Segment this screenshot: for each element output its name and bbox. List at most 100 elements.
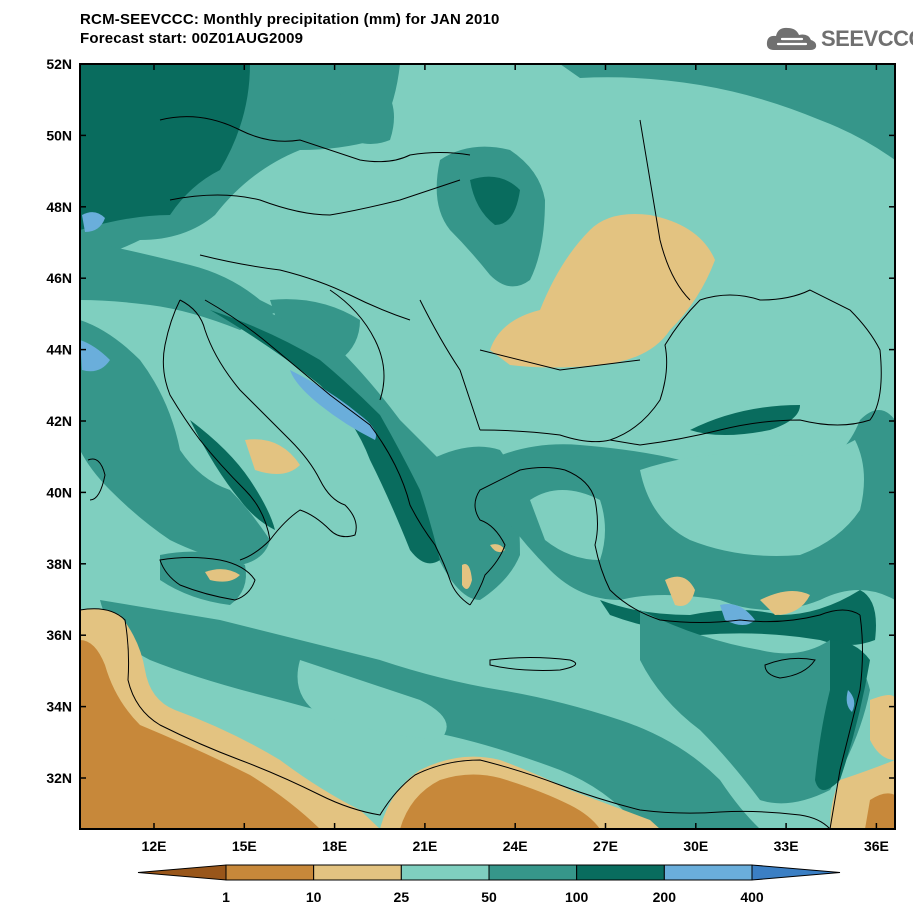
zone-10-25-levant-east: [870, 695, 895, 760]
africa-coast: [80, 608, 831, 829]
zone-25-50-aegean-inner: [530, 490, 605, 560]
colorbar-label: 400: [740, 889, 764, 905]
zone-10-25-anatolia-a: [665, 576, 695, 606]
lat-label: 38N: [46, 556, 72, 572]
colorbar-segment: [137, 864, 227, 881]
zone-50-100-adriatic: [175, 288, 520, 600]
colorbar-label: 100: [565, 889, 589, 905]
zone-10-25-peloponnese: [462, 564, 472, 589]
colorbar-segment: [313, 864, 402, 881]
border-bosnia: [329, 289, 385, 401]
lat-label: 44N: [46, 342, 72, 358]
border-danube: [479, 349, 641, 371]
lon-label: 24E: [503, 838, 528, 854]
longitude-axis: 12E 15E 18E 21E 24E 27E 30E 33E 36E: [142, 64, 889, 854]
lat-label: 42N: [46, 413, 72, 429]
logo-text: SEEVCCC: [821, 26, 913, 51]
zone-10-25-anatolia-b: [760, 591, 810, 615]
zone-1-10-tunisia: [80, 640, 320, 829]
lat-label: 34N: [46, 699, 72, 715]
zone-50-100-ukraine-north: [560, 64, 895, 160]
lon-label: 21E: [412, 838, 437, 854]
colorbar-segment: [400, 864, 490, 881]
zone-50-100-levant-sea: [640, 610, 870, 804]
lon-label: 33E: [774, 838, 799, 854]
zone-10-25-romania: [490, 214, 715, 368]
sardinia-coast: [87, 458, 106, 501]
forecast-start: Forecast start: 00Z01AUG2009: [80, 30, 304, 47]
turkey-coast: [564, 469, 861, 623]
lat-label: 52N: [46, 56, 72, 72]
greece-coast: [469, 467, 566, 606]
sicily-coast: [159, 557, 256, 601]
colorbar-segment: [751, 864, 841, 881]
border-central: [169, 179, 461, 216]
border-moldova: [639, 119, 691, 301]
italy-coast: [179, 299, 357, 561]
colorbar-segment: [225, 864, 315, 881]
border-bulgaria-greece: [479, 429, 611, 443]
precip-field: [80, 64, 895, 829]
zone-100-200-levant-coast: [815, 640, 870, 790]
zone-200-400-corsica: [80, 340, 110, 372]
balkan-coast: [204, 299, 471, 606]
zone-25-50-anatolia: [640, 440, 864, 556]
zone-50-100-bosnia: [270, 299, 360, 360]
lon-label: 30E: [683, 838, 708, 854]
lat-label: 32N: [46, 770, 72, 786]
zone-10-25-italy-south: [245, 439, 300, 474]
zone-10-25-attica: [490, 544, 505, 553]
lat-label: 46N: [46, 270, 72, 286]
zone-100-200-adriatic-coast: [210, 310, 440, 564]
zone-50-100-north-greece: [430, 446, 509, 492]
crete-coast: [489, 657, 577, 671]
zone-200-400-levant: [846, 690, 855, 712]
lat-label: 50N: [46, 127, 72, 143]
lon-label: 36E: [864, 838, 889, 854]
border-north: [159, 116, 471, 163]
title-block: RCM-SEEVCCC: Monthly precipitation (mm) …: [80, 10, 500, 48]
lon-label: 27E: [593, 838, 618, 854]
cloud-icon: [766, 27, 817, 50]
zone-100-200-carpathians: [470, 176, 520, 225]
seevccc-logo: SEEVCCC: [766, 22, 913, 56]
colorbar-label: 1: [222, 889, 230, 905]
colorbar-segment: [488, 864, 578, 881]
border-austria-hungary: [199, 254, 411, 321]
zone-200-400-taurus: [720, 604, 755, 625]
lon-label: 12E: [142, 838, 167, 854]
lon-label: 18E: [322, 838, 347, 854]
colorbar: 1 10 25 50 100 200 400: [137, 864, 841, 905]
colorbar-label: 10: [306, 889, 322, 905]
colorbar-segment: [663, 864, 753, 881]
colorbar-segment: [576, 864, 665, 881]
black-sea-coast: [609, 289, 882, 446]
zone-1-10-sinai: [865, 793, 895, 829]
zone-25-50-central-med-inner: [297, 660, 447, 740]
lon-label: 15E: [232, 838, 257, 854]
map-title: RCM-SEEVCCC: Monthly precipitation (mm) …: [80, 11, 500, 28]
coastlines: [80, 116, 882, 829]
zone-100-200-italy-coast: [190, 420, 275, 530]
zone-10-25-sicily: [205, 569, 240, 582]
levant-coast: [829, 614, 863, 829]
cyprus-coast: [764, 657, 816, 679]
zone-200-400-dalmatia: [290, 370, 376, 440]
lat-label: 36N: [46, 627, 72, 643]
latitude-axis: 52N 50N 48N 46N 44N 42N 40N 38N 36N 34N 32N: [46, 56, 895, 786]
colorbar-label: 25: [394, 889, 410, 905]
zone-100-200-black-sea-coast: [690, 405, 800, 435]
border-serbia: [419, 299, 481, 431]
colorbar-label: 50: [481, 889, 497, 905]
zone-50-100-sicily: [160, 551, 246, 605]
lat-label: 40N: [46, 484, 72, 500]
zone-50-100-italy-west: [80, 320, 270, 565]
lat-label: 48N: [46, 199, 72, 215]
colorbar-label: 200: [653, 889, 677, 905]
zone-200-400-swiss: [82, 212, 105, 232]
zone-100-200-central-europe: [80, 64, 250, 230]
zone-1-10-libya: [400, 774, 600, 829]
zone-50-100-poland-blob: [340, 85, 394, 144]
map-frame: [79, 63, 896, 830]
